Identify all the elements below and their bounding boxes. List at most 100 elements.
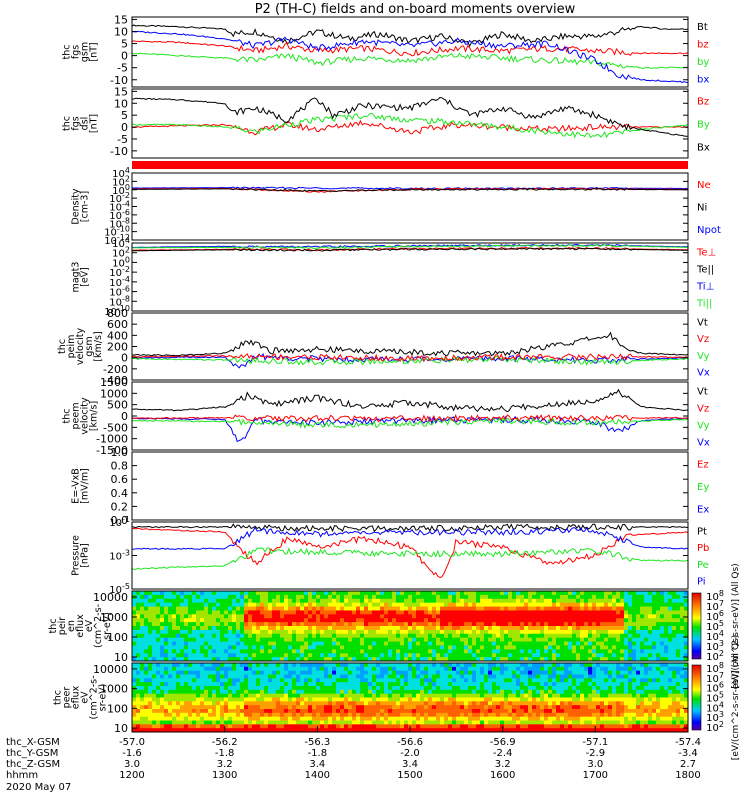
heatmap-cell	[296, 598, 301, 604]
heatmap-cell	[192, 657, 197, 662]
heatmap-cell	[204, 663, 209, 668]
heatmap-cell	[232, 657, 237, 662]
heatmap-cell	[276, 678, 281, 683]
heatmap-cell	[260, 678, 265, 683]
heatmap-cell	[404, 712, 409, 718]
heatmap-cell	[268, 728, 273, 733]
heatmap-cell	[352, 618, 357, 623]
heatmap-cell	[432, 594, 437, 600]
heatmap-cell	[456, 693, 461, 698]
heatmap-cell	[628, 618, 633, 623]
heatmap-cell	[292, 633, 297, 639]
heatmap-cell	[368, 649, 373, 654]
heatmap-cell	[572, 728, 577, 733]
heatmap-cell	[548, 712, 553, 718]
heatmap-cell	[136, 633, 141, 639]
heatmap-cell	[236, 594, 241, 600]
heatmap-cell	[312, 606, 317, 611]
heatmap-cell	[448, 724, 453, 729]
heatmap-cell	[408, 682, 413, 687]
heatmap-cell	[608, 633, 613, 639]
heatmap-cell	[496, 653, 501, 658]
heatmap-cell	[488, 724, 493, 729]
heatmap-cell	[204, 598, 209, 604]
heatmap-cell	[152, 649, 157, 654]
heatmap-cell	[256, 641, 261, 646]
heatmap-cell	[660, 649, 665, 654]
heatmap-cell	[260, 670, 265, 675]
heatmap-cell	[364, 701, 369, 706]
heatmap-cell	[680, 641, 685, 646]
heatmap-cell	[592, 618, 597, 623]
heatmap-cell	[308, 709, 313, 714]
heatmap-cell	[244, 598, 249, 604]
heatmap-cell	[172, 637, 177, 642]
heatmap-cell	[380, 697, 385, 702]
heatmap-cell	[596, 682, 601, 687]
heatmap-cell	[612, 705, 617, 710]
heatmap-cell	[408, 678, 413, 683]
heatmap-cell	[392, 641, 397, 646]
heatmap-cell	[392, 618, 397, 623]
heatmap-cell	[428, 701, 433, 706]
heatmap-cell	[616, 629, 621, 635]
heatmap-cell	[244, 629, 249, 635]
heatmap-cell	[340, 705, 345, 710]
heatmap-cell	[520, 641, 525, 646]
heatmap-cell	[476, 629, 481, 635]
heatmap-cell	[400, 645, 405, 650]
heatmap-cell	[228, 728, 233, 733]
heatmap-cell	[584, 705, 589, 710]
heatmap-cell	[676, 591, 681, 596]
heatmap-cell	[208, 598, 213, 604]
heatmap-cell	[164, 678, 169, 683]
heatmap-cell	[164, 670, 169, 675]
heatmap-cell	[156, 637, 161, 642]
heatmap-cell	[304, 693, 309, 698]
heatmap-cell	[580, 697, 585, 702]
heatmap-cell	[552, 629, 557, 635]
heatmap-cell	[296, 686, 301, 691]
heatmap-cell	[604, 591, 609, 596]
heatmap-cell	[560, 728, 565, 733]
heatmap-cell	[160, 728, 165, 733]
heatmap-cell	[300, 591, 305, 596]
heatmap-cell	[360, 645, 365, 650]
heatmap-cell	[640, 626, 645, 631]
heatmap-cell	[476, 602, 481, 607]
heatmap-cell	[280, 657, 285, 662]
heatmap-cell	[500, 645, 505, 650]
heatmap-cell	[592, 591, 597, 596]
heatmap-cell	[268, 602, 273, 607]
heatmap-cell	[508, 697, 513, 702]
heatmap-cell	[172, 682, 177, 687]
heatmap-cell	[428, 678, 433, 683]
heatmap-cell	[424, 594, 429, 600]
heatmap-cell	[520, 674, 525, 679]
heatmap-cell	[584, 657, 589, 662]
heatmap-cell	[540, 653, 545, 658]
heatmap-cell	[556, 670, 561, 675]
heatmap-cell	[468, 657, 473, 662]
heatmap-cell	[288, 653, 293, 658]
heatmap-cell	[252, 649, 257, 654]
heatmap-cell	[252, 712, 257, 718]
heatmap-cell	[504, 670, 509, 675]
heatmap-cell	[508, 693, 513, 698]
heatmap-cell	[608, 629, 613, 635]
heatmap-cell	[552, 622, 557, 627]
heatmap-cell	[316, 712, 321, 718]
heatmap-cell	[612, 674, 617, 679]
y-tick-label: -1500	[96, 444, 128, 457]
heatmap-cell	[412, 629, 417, 635]
heatmap-cell	[192, 709, 197, 714]
legend-item-Vy: Vy	[697, 421, 710, 432]
heatmap-cell	[608, 594, 613, 600]
heatmap-cell	[388, 626, 393, 631]
heatmap-cell	[620, 606, 625, 611]
heatmap-cell	[468, 689, 473, 695]
heatmap-cell	[604, 653, 609, 658]
heatmap-cell	[512, 649, 517, 654]
heatmap-cell	[348, 626, 353, 631]
